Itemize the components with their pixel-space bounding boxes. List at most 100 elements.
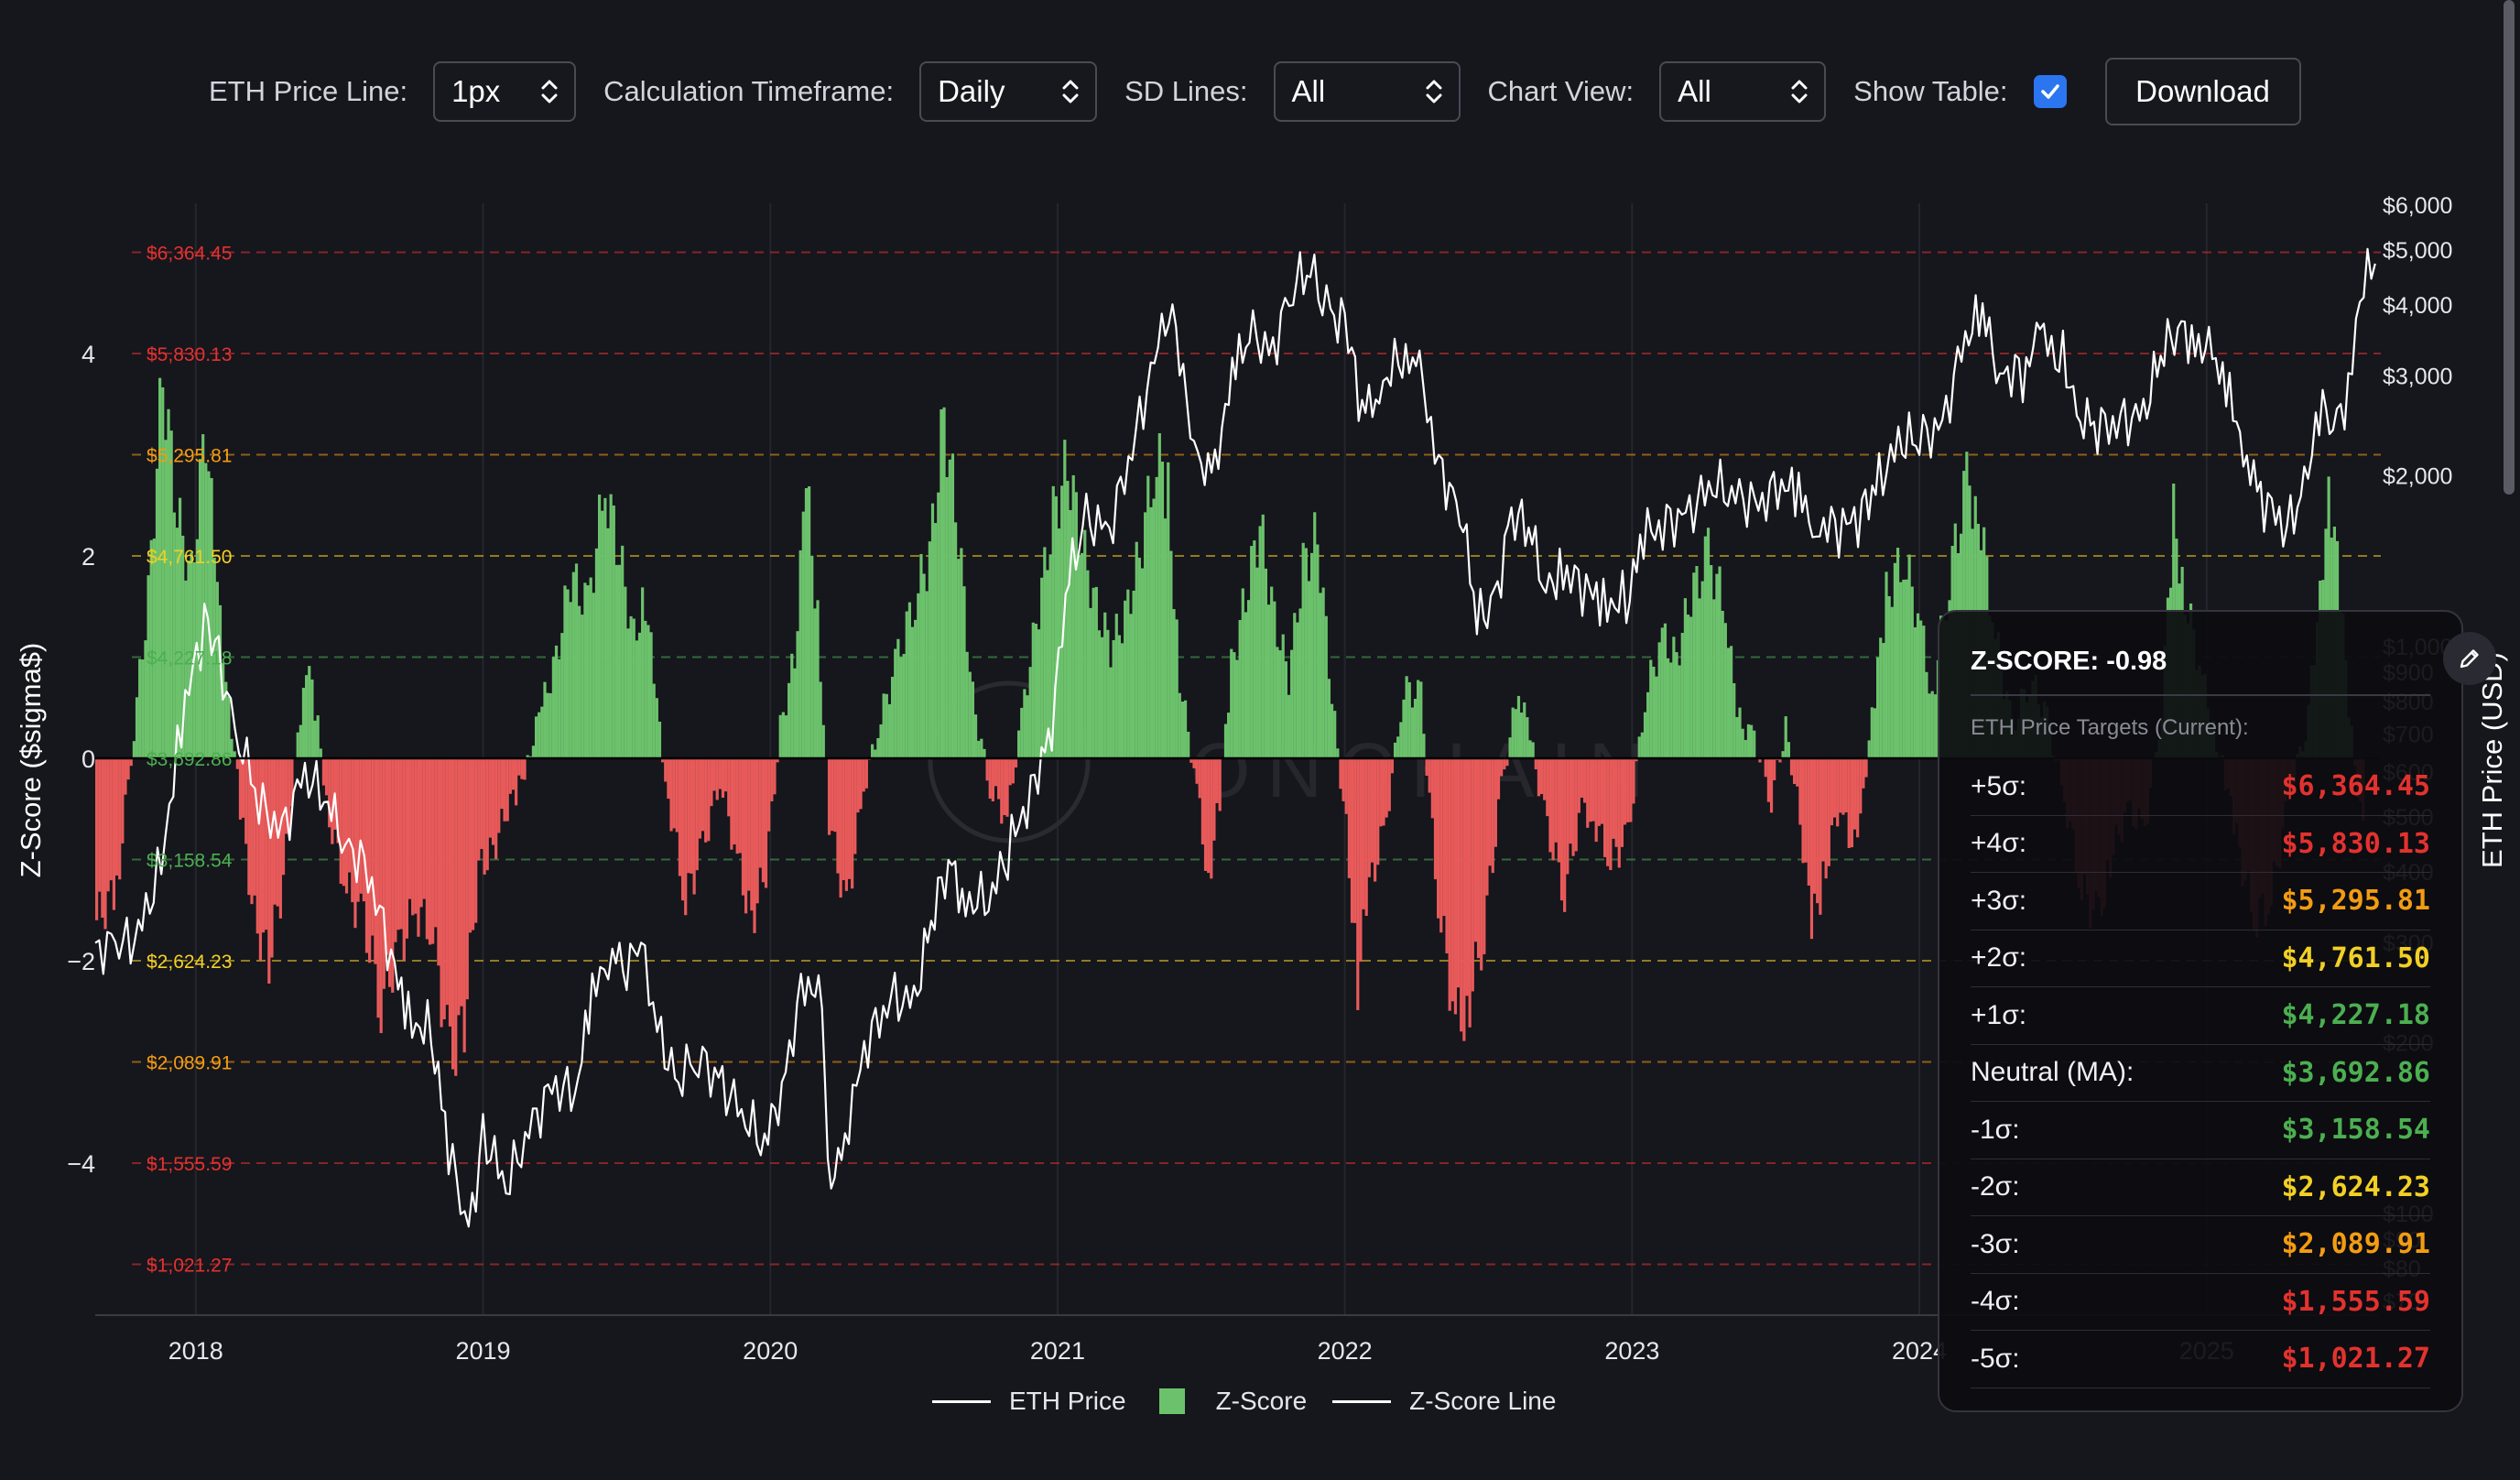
zscore-bar [485, 758, 489, 871]
zscore-bar [1600, 758, 1604, 824]
zscore-bar [1393, 742, 1397, 758]
zscore-bar [1207, 758, 1211, 874]
zscore-bar [793, 668, 797, 758]
price-target-value: $1,555.59 [2281, 1285, 2430, 1318]
zscore-bar [629, 615, 633, 758]
zscore-bar [1867, 740, 1871, 758]
zscore-bar [1189, 758, 1193, 763]
zscore-bar [833, 758, 837, 832]
zscore-bar [1847, 758, 1851, 848]
timeframe-select[interactable]: Daily [919, 61, 1098, 122]
zscore-bar [1698, 598, 1701, 758]
sd-line-label: $4,761.50 [147, 547, 232, 568]
price-line-select[interactable]: 1px [433, 61, 577, 122]
zscore-bar [169, 430, 173, 758]
zscore-bar [1577, 758, 1580, 813]
zscore-bar [1649, 659, 1653, 758]
zscore-bar [1784, 716, 1787, 758]
legend-zscore-line-swatch [1332, 1399, 1392, 1403]
zscore-bar [465, 758, 469, 1000]
zscore-bar [968, 671, 972, 758]
zscore-bar [321, 758, 326, 786]
zscore-bar [816, 600, 820, 758]
zscore-bar [1804, 758, 1808, 863]
y-axis-title: Z-Score ($sigma$) [15, 642, 47, 878]
zscore-bar [1008, 758, 1012, 786]
zscore-bar [965, 651, 969, 758]
zscore-bar [715, 758, 719, 800]
zscore-bar [161, 386, 165, 758]
zscore-bar [859, 758, 863, 810]
sd-line-label: $2,624.23 [147, 952, 232, 973]
zscore-bar [887, 703, 892, 758]
scrollbar[interactable] [2504, 0, 2515, 495]
zscore-bar [1132, 591, 1135, 758]
zscore-bar [1307, 581, 1311, 758]
zscore-bar [1832, 758, 1837, 818]
zscore-bar [1296, 622, 1299, 758]
legend-zscore[interactable]: Z-Score [1215, 1387, 1308, 1415]
zscore-bar [917, 593, 920, 758]
sd-lines-select[interactable]: All [1273, 61, 1461, 122]
zscore-bar [804, 488, 809, 758]
zscore-bar [747, 758, 751, 891]
zscore-bar [614, 564, 619, 758]
zscore-bar [227, 696, 231, 758]
zscore-bar [419, 758, 423, 908]
zscore-bar [753, 758, 756, 933]
zscore-bar [601, 510, 604, 758]
legend-eth-price[interactable]: ETH Price [1009, 1387, 1126, 1415]
zscore-bar [1089, 607, 1092, 758]
price-target-value: $1,021.27 [2281, 1343, 2430, 1376]
price-target-label: +4σ: [1971, 828, 2027, 859]
legend-zscore-line[interactable]: Z-Score Line [1409, 1387, 1557, 1415]
zscore-bar [1235, 659, 1239, 758]
zscore-bar [1046, 570, 1049, 758]
zscore-bar [905, 611, 908, 758]
zscore-bar [1895, 548, 1900, 758]
zscore-bar [126, 758, 130, 780]
zscore-bar [641, 587, 645, 758]
price-target-row: +4σ: $5,830.13 [1971, 816, 2430, 873]
zscore-bar [515, 758, 518, 806]
edit-button[interactable] [2443, 632, 2496, 685]
zscore-bar [655, 698, 658, 758]
zscore-bar [1301, 542, 1305, 758]
zscore-bar [632, 618, 635, 758]
price-target-row: -4σ: $1,555.59 [1971, 1274, 2430, 1331]
zscore-bar [1023, 689, 1026, 758]
zscore-bar [305, 675, 309, 758]
zscore-bar [1430, 758, 1434, 819]
zscore-bar [385, 758, 389, 955]
zscore-bar [106, 758, 110, 892]
zscore-bar [184, 580, 188, 758]
updown-chevron-icon [1791, 80, 1808, 103]
zscore-bar [1195, 758, 1199, 784]
zscore-bar [894, 648, 897, 758]
zscore-bar [1212, 758, 1216, 841]
zscore-bar [1077, 554, 1081, 758]
zscore-bar [724, 758, 728, 792]
zscore-bar [1339, 758, 1342, 789]
zscore-bar [198, 459, 202, 758]
zscore-bar [1907, 554, 1911, 758]
zscore-bar [1913, 626, 1917, 758]
y2-tick-label: $4,000 [2383, 293, 2452, 319]
zscore-bar [1442, 758, 1446, 917]
price-target-row: -5σ: $1,021.27 [1971, 1331, 2430, 1388]
zscore-bar [678, 758, 682, 876]
download-button[interactable]: Download [2104, 58, 2301, 125]
show-table-checkbox[interactable] [2033, 75, 2067, 108]
zscore-bar [942, 407, 946, 758]
zscore-bar [925, 591, 929, 758]
zscore-bar [796, 631, 799, 758]
zscore-bar [301, 687, 306, 758]
zscore-bar [1014, 758, 1018, 768]
zscore-bar [1448, 758, 1451, 1011]
chart-view-select[interactable]: All [1659, 61, 1827, 122]
zscore-bar [1387, 758, 1391, 811]
zscore-bar [121, 758, 125, 843]
zscore-bar [1778, 758, 1782, 763]
zscore-bar [1602, 758, 1607, 857]
zscore-bar [1319, 593, 1322, 758]
